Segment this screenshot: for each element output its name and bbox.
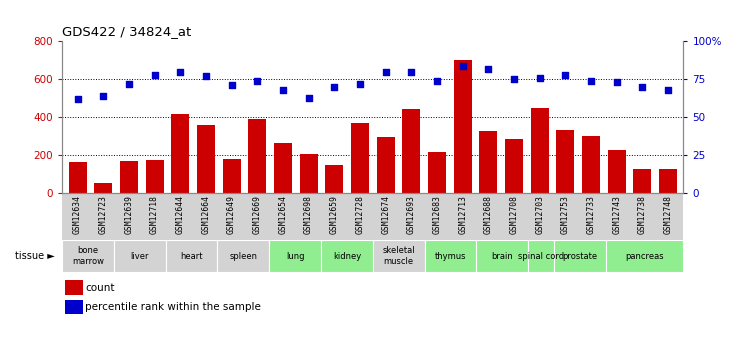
Text: count: count — [85, 283, 115, 293]
Bar — [554, 240, 606, 272]
Point — [637, 84, 648, 90]
Bar — [402, 109, 420, 193]
Point — [586, 78, 597, 83]
Text: brain: brain — [491, 252, 513, 261]
Text: pancreas: pancreas — [625, 252, 664, 261]
Bar — [634, 168, 651, 193]
Point — [226, 83, 238, 88]
Point — [97, 93, 109, 99]
Text: spleen: spleen — [230, 252, 257, 261]
Point — [277, 87, 289, 93]
Bar — [171, 114, 189, 193]
Text: heart: heart — [181, 252, 202, 261]
Point — [559, 72, 571, 78]
Bar — [376, 137, 395, 193]
Point — [123, 81, 135, 87]
Point — [175, 69, 186, 75]
Bar — [274, 143, 292, 193]
Point — [611, 80, 623, 85]
Point — [457, 63, 469, 68]
Bar — [531, 108, 549, 193]
Point — [482, 66, 494, 71]
Bar — [145, 160, 164, 193]
Point — [148, 72, 160, 78]
Bar — [300, 154, 317, 193]
Point — [303, 95, 314, 100]
Bar — [480, 130, 497, 193]
Bar — [269, 240, 321, 272]
Text: spinal cord: spinal cord — [518, 252, 564, 261]
Text: skeletal
muscle: skeletal muscle — [382, 246, 415, 266]
Text: kidney: kidney — [333, 252, 361, 261]
Text: percentile rank within the sample: percentile rank within the sample — [85, 302, 261, 312]
Text: GDS422 / 34824_at: GDS422 / 34824_at — [62, 25, 192, 38]
Bar — [69, 162, 86, 193]
Point — [406, 69, 417, 75]
Point — [380, 69, 392, 75]
Text: thymus: thymus — [435, 252, 466, 261]
Bar — [505, 139, 523, 193]
Text: tissue ►: tissue ► — [15, 251, 54, 261]
Point — [534, 75, 545, 81]
Bar — [659, 169, 677, 193]
Bar — [321, 240, 373, 272]
Bar — [62, 240, 114, 272]
Bar — [65, 299, 83, 314]
Bar — [351, 122, 369, 193]
Bar — [218, 240, 269, 272]
Bar — [454, 60, 471, 193]
Text: bone
marrow: bone marrow — [72, 246, 104, 266]
Text: liver: liver — [131, 252, 149, 261]
Bar — [65, 280, 83, 295]
Point — [251, 78, 263, 83]
Point — [662, 87, 674, 93]
Bar — [223, 159, 240, 193]
Bar — [197, 125, 215, 193]
Bar — [425, 240, 477, 272]
Point — [508, 77, 520, 82]
Point — [431, 78, 443, 83]
Bar — [582, 136, 600, 193]
Bar — [556, 130, 575, 193]
Bar — [477, 240, 528, 272]
Bar — [325, 165, 344, 193]
Point — [328, 84, 340, 90]
Bar — [166, 240, 218, 272]
Bar — [428, 152, 446, 193]
Bar — [528, 240, 554, 272]
Point — [354, 81, 366, 87]
Bar — [114, 240, 166, 272]
Point — [72, 96, 83, 102]
Point — [200, 73, 212, 79]
Bar — [249, 119, 266, 193]
Bar — [120, 161, 138, 193]
Bar — [94, 183, 112, 193]
Bar — [373, 240, 425, 272]
Text: prostate: prostate — [562, 252, 597, 261]
Bar — [606, 240, 683, 272]
Text: lung: lung — [286, 252, 304, 261]
Bar — [607, 149, 626, 193]
